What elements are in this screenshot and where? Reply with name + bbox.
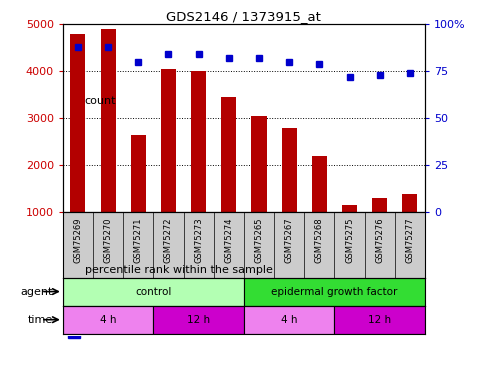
Text: count: count bbox=[85, 96, 116, 106]
Text: GSM75267: GSM75267 bbox=[284, 217, 294, 263]
Bar bbox=[63, 306, 154, 334]
Text: agent: agent bbox=[21, 286, 53, 297]
Bar bbox=[334, 306, 425, 334]
Text: GSM75268: GSM75268 bbox=[315, 217, 324, 263]
Bar bbox=[191, 71, 206, 212]
Text: GSM75274: GSM75274 bbox=[224, 217, 233, 262]
Bar bbox=[221, 97, 236, 212]
Text: control: control bbox=[135, 286, 171, 297]
Text: percentile rank within the sample: percentile rank within the sample bbox=[85, 265, 272, 275]
Text: GSM75275: GSM75275 bbox=[345, 217, 354, 262]
Bar bbox=[100, 29, 115, 212]
Title: GDS2146 / 1373915_at: GDS2146 / 1373915_at bbox=[167, 10, 321, 23]
Bar bbox=[131, 135, 146, 212]
Text: 12 h: 12 h bbox=[368, 315, 391, 325]
Text: GSM75271: GSM75271 bbox=[134, 217, 143, 262]
Text: GSM75272: GSM75272 bbox=[164, 217, 173, 262]
Text: 4 h: 4 h bbox=[100, 315, 116, 325]
Bar bbox=[63, 278, 244, 306]
Text: GSM75277: GSM75277 bbox=[405, 217, 414, 263]
Text: GSM75270: GSM75270 bbox=[103, 217, 113, 262]
Bar bbox=[68, 38, 80, 169]
Bar bbox=[342, 205, 357, 212]
Text: GSM75269: GSM75269 bbox=[73, 217, 83, 262]
Text: GSM75276: GSM75276 bbox=[375, 217, 384, 263]
Text: 4 h: 4 h bbox=[281, 315, 298, 325]
Bar bbox=[282, 128, 297, 212]
Bar bbox=[161, 69, 176, 212]
Text: 12 h: 12 h bbox=[187, 315, 210, 325]
Bar bbox=[402, 194, 417, 212]
Bar bbox=[154, 306, 244, 334]
Bar bbox=[312, 156, 327, 212]
Text: GSM75265: GSM75265 bbox=[255, 217, 264, 262]
Bar bbox=[252, 116, 267, 212]
Bar bbox=[68, 206, 80, 338]
Text: epidermal growth factor: epidermal growth factor bbox=[271, 286, 398, 297]
Bar bbox=[244, 278, 425, 306]
Bar bbox=[71, 34, 85, 212]
Bar bbox=[244, 306, 334, 334]
Text: time: time bbox=[28, 315, 53, 325]
Bar bbox=[372, 198, 387, 212]
Text: GSM75273: GSM75273 bbox=[194, 217, 203, 263]
